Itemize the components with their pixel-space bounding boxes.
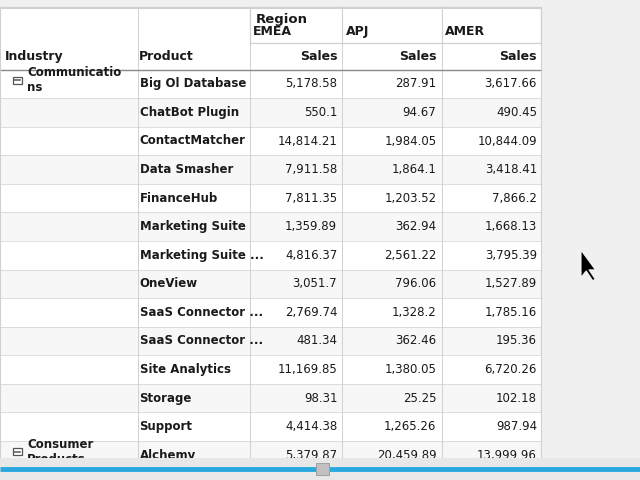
Text: Marketing Suite ...: Marketing Suite ... bbox=[140, 249, 264, 262]
Text: Industry: Industry bbox=[4, 50, 63, 63]
Bar bbox=[13, 448, 22, 455]
Text: Data Smasher: Data Smasher bbox=[140, 163, 233, 176]
Text: 102.18: 102.18 bbox=[496, 392, 537, 405]
Text: 3,051.7: 3,051.7 bbox=[292, 277, 337, 290]
Text: ChatBot Plugin: ChatBot Plugin bbox=[140, 106, 239, 119]
Text: Sales: Sales bbox=[300, 50, 337, 63]
Text: 1,265.26: 1,265.26 bbox=[384, 420, 436, 433]
Bar bbox=[0, 326, 541, 355]
Text: 1,380.05: 1,380.05 bbox=[385, 363, 436, 376]
Text: 1,527.89: 1,527.89 bbox=[484, 277, 537, 290]
Bar bbox=[0, 241, 541, 270]
Text: 1,785.16: 1,785.16 bbox=[484, 306, 537, 319]
Text: 25.25: 25.25 bbox=[403, 392, 436, 405]
Text: 1,359.89: 1,359.89 bbox=[285, 220, 337, 233]
Bar bbox=[250, 7, 541, 43]
Bar bbox=[0, 127, 541, 156]
Text: 362.94: 362.94 bbox=[396, 220, 436, 233]
Text: 13,999.96: 13,999.96 bbox=[477, 449, 537, 462]
Text: 987.94: 987.94 bbox=[496, 420, 537, 433]
Text: 868.8: 868.8 bbox=[403, 477, 436, 480]
Text: 6,720.26: 6,720.26 bbox=[484, 363, 537, 376]
Bar bbox=[0, 355, 541, 384]
Bar bbox=[0, 184, 541, 212]
Text: 1,668.13: 1,668.13 bbox=[484, 220, 537, 233]
Text: 3,795.39: 3,795.39 bbox=[485, 249, 537, 262]
Bar bbox=[13, 77, 22, 84]
Bar bbox=[0, 7, 541, 480]
Bar bbox=[0, 441, 541, 469]
Text: 4,414.38: 4,414.38 bbox=[285, 420, 337, 433]
Text: 1,203.52: 1,203.52 bbox=[385, 192, 436, 204]
Text: 2,561.22: 2,561.22 bbox=[384, 249, 436, 262]
Text: 2,966.2: 2,966.2 bbox=[492, 477, 537, 480]
Text: 481.34: 481.34 bbox=[296, 335, 337, 348]
Text: Site Analytics: Site Analytics bbox=[140, 363, 230, 376]
Text: Communicatio
ns: Communicatio ns bbox=[27, 66, 121, 95]
Text: 1,984.05: 1,984.05 bbox=[385, 134, 436, 147]
Text: 1,864.1: 1,864.1 bbox=[392, 163, 436, 176]
Text: EMEA: EMEA bbox=[253, 25, 292, 38]
Text: 490.45: 490.45 bbox=[496, 106, 537, 119]
Bar bbox=[0, 156, 541, 184]
Text: 3,617.66: 3,617.66 bbox=[484, 77, 537, 90]
Text: SaaS Connector ...: SaaS Connector ... bbox=[140, 306, 262, 319]
Text: Big Ol Database: Big Ol Database bbox=[140, 477, 246, 480]
Bar bbox=[0, 43, 541, 70]
Text: AMER: AMER bbox=[445, 25, 485, 38]
Bar bbox=[0, 7, 541, 480]
Text: 1,328.2: 1,328.2 bbox=[392, 306, 436, 319]
Text: 2,769.74: 2,769.74 bbox=[285, 306, 337, 319]
Text: 7,911.58: 7,911.58 bbox=[285, 163, 337, 176]
Bar bbox=[0, 213, 541, 241]
Text: 11,169.85: 11,169.85 bbox=[278, 363, 337, 376]
Bar bbox=[0, 384, 541, 412]
Bar bbox=[0, 269, 541, 298]
Text: SaaS Connector ...: SaaS Connector ... bbox=[140, 335, 262, 348]
Text: 5,379.87: 5,379.87 bbox=[285, 449, 337, 462]
Text: Alchemy: Alchemy bbox=[140, 449, 196, 462]
Text: 4,816.37: 4,816.37 bbox=[285, 249, 337, 262]
Text: 98.31: 98.31 bbox=[304, 392, 337, 405]
Text: ContactMatcher: ContactMatcher bbox=[140, 134, 246, 147]
Text: 5,178.58: 5,178.58 bbox=[285, 77, 337, 90]
Text: 3,418.41: 3,418.41 bbox=[484, 163, 537, 176]
Text: Big Ol Database: Big Ol Database bbox=[140, 77, 246, 90]
Bar bbox=[0, 469, 541, 480]
Text: 7,811.35: 7,811.35 bbox=[285, 192, 337, 204]
Text: Sales: Sales bbox=[499, 50, 537, 63]
Bar bbox=[0, 412, 541, 441]
Text: OneView: OneView bbox=[140, 277, 198, 290]
Text: Storage: Storage bbox=[140, 392, 192, 405]
Text: FinanceHub: FinanceHub bbox=[140, 192, 218, 204]
Text: 94.67: 94.67 bbox=[403, 106, 436, 119]
Bar bbox=[0, 298, 541, 326]
Bar bbox=[0, 98, 541, 127]
Text: Region: Region bbox=[256, 13, 308, 26]
Text: Sales: Sales bbox=[399, 50, 436, 63]
Text: 195.36: 195.36 bbox=[496, 335, 537, 348]
Text: 796.06: 796.06 bbox=[396, 277, 436, 290]
Text: Marketing Suite: Marketing Suite bbox=[140, 220, 245, 233]
Text: 287.91: 287.91 bbox=[396, 77, 436, 90]
Text: APJ: APJ bbox=[346, 25, 369, 38]
Text: 550.1: 550.1 bbox=[304, 106, 337, 119]
Text: Consumer
Products: Consumer Products bbox=[27, 438, 93, 466]
Text: 10,844.09: 10,844.09 bbox=[477, 134, 537, 147]
Text: 362.46: 362.46 bbox=[396, 335, 436, 348]
Bar bbox=[0, 70, 541, 98]
Text: 20,459.89: 20,459.89 bbox=[377, 449, 436, 462]
Polygon shape bbox=[581, 251, 595, 280]
Text: 14,814.21: 14,814.21 bbox=[277, 134, 337, 147]
Bar bbox=[316, 463, 329, 475]
Text: 836.08: 836.08 bbox=[296, 477, 337, 480]
Text: Product: Product bbox=[139, 50, 194, 63]
Bar bbox=[0, 458, 640, 480]
Text: Support: Support bbox=[140, 420, 193, 433]
Text: 7,866.2: 7,866.2 bbox=[492, 192, 537, 204]
